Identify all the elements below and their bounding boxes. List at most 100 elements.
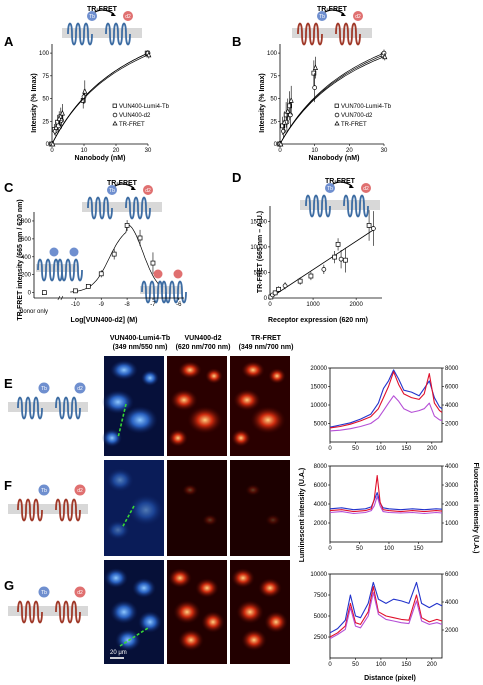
data-point bbox=[281, 118, 287, 125]
x-tick-label: 100 bbox=[376, 662, 387, 668]
svg-text:Tb: Tb bbox=[89, 14, 95, 20]
svg-text:d2: d2 bbox=[363, 186, 369, 192]
data-point bbox=[343, 257, 348, 263]
svg-text:VUN700-Lumi4-Tb: VUN700-Lumi4-Tb bbox=[341, 104, 392, 110]
data-point bbox=[312, 64, 319, 70]
profile-line-red bbox=[329, 586, 443, 638]
data-point bbox=[73, 288, 78, 294]
x-tick-label: -10 bbox=[71, 302, 80, 308]
chart-c: 0 200 400 600 800 -10 -9 -8 -7 -6 bbox=[21, 212, 184, 308]
x-tick-label: 150 bbox=[413, 546, 424, 552]
x-tick-label: -7 bbox=[150, 302, 156, 308]
tb-circle bbox=[87, 11, 97, 21]
svg-text:Tb: Tb bbox=[109, 188, 115, 194]
x-tick-label: 200 bbox=[427, 446, 438, 452]
y-tick-label: 5000 bbox=[314, 422, 328, 428]
y2-tick-label: 2000 bbox=[445, 628, 459, 634]
fit-curve bbox=[70, 224, 159, 293]
data-point bbox=[312, 85, 318, 90]
y-tick-label: 50 bbox=[42, 97, 49, 103]
svg-text:Tb: Tb bbox=[41, 488, 47, 494]
x-tick-label: 20 bbox=[346, 148, 353, 154]
y-tick-label: 75 bbox=[270, 74, 277, 80]
plot-frame bbox=[329, 367, 443, 443]
d2-circle bbox=[353, 11, 363, 21]
line-profile bbox=[117, 403, 127, 439]
panel-label-d: D bbox=[232, 170, 241, 185]
y2-tick-label: 6000 bbox=[445, 572, 459, 578]
x-tick-label: -6 bbox=[176, 302, 182, 308]
x-tick-label: 1000 bbox=[306, 302, 320, 308]
donor-only-label: donor only bbox=[20, 309, 48, 315]
data-point bbox=[276, 286, 281, 292]
axis-break bbox=[57, 295, 61, 301]
fit-curve bbox=[51, 52, 149, 145]
y-tick-label: 100 bbox=[267, 51, 278, 57]
y-tick-label: 800 bbox=[21, 219, 32, 225]
data-point bbox=[381, 50, 387, 56]
profile-line-blue bbox=[329, 492, 443, 511]
y-tick-label: 25 bbox=[270, 119, 277, 125]
panel-label-b: B bbox=[232, 34, 241, 49]
legend-a: VUN400-Lumi4-Tb VUN400-d2 TR-FRET bbox=[112, 103, 170, 128]
tb-circle bbox=[317, 11, 327, 21]
y-tick-label: 10000 bbox=[310, 572, 327, 578]
x-tick-label: 200 bbox=[427, 662, 438, 668]
data-point bbox=[111, 251, 117, 257]
y-tick-label: 15000 bbox=[310, 385, 327, 391]
micro-row-g: 20 μm bbox=[104, 560, 290, 664]
y2-tick-label: 6000 bbox=[445, 385, 459, 391]
x-tick-label: 2000 bbox=[349, 302, 363, 308]
x-tick-label: -9 bbox=[99, 302, 105, 308]
svg-text:d2: d2 bbox=[77, 488, 83, 494]
data-point bbox=[272, 290, 278, 296]
data-point bbox=[146, 51, 152, 58]
x-tick-label: 0 bbox=[268, 302, 272, 308]
profile-line-blue bbox=[329, 369, 443, 428]
y-tick-label: 50 bbox=[270, 97, 277, 103]
data-point bbox=[366, 223, 372, 228]
chart-f: 2000 4000 6000 8000 1000 2000 3000 4000 0 50 100 15… bbox=[314, 464, 459, 552]
fit-line bbox=[269, 228, 376, 299]
svg-text:d2: d2 bbox=[355, 14, 361, 20]
y-tick-label: 15000 bbox=[250, 219, 267, 225]
y-tick-label: 4000 bbox=[314, 502, 328, 508]
cartoon-c-right bbox=[140, 269, 187, 304]
y-tick-label: 100 bbox=[39, 51, 50, 57]
svg-text:VUN400-Lumi4-Tb: VUN400-Lumi4-Tb bbox=[119, 104, 170, 110]
svg-text:d2: d2 bbox=[125, 14, 131, 20]
profile-line-red bbox=[329, 474, 443, 513]
panel-label-f: F bbox=[4, 478, 12, 493]
x-tick-label: 0 bbox=[278, 148, 282, 154]
data-point bbox=[282, 283, 288, 289]
data-point bbox=[82, 88, 88, 94]
x-tick-label: 150 bbox=[401, 662, 412, 668]
legend-b: VUN700-Lumi4-Tb VUN700-d2 TR-FRET bbox=[334, 103, 392, 128]
donor-only-point bbox=[41, 290, 47, 295]
x-tick-label: 0 bbox=[328, 546, 332, 552]
xlabel-distance: Distance (pixel) bbox=[364, 675, 416, 682]
svg-text:TR-FRET: TR-FRET bbox=[119, 122, 145, 128]
data-point bbox=[124, 223, 130, 228]
profile-line-blue bbox=[329, 581, 443, 634]
fit-curve bbox=[51, 54, 149, 145]
svg-text:TR-FRET: TR-FRET bbox=[341, 122, 367, 128]
data-point bbox=[53, 124, 59, 130]
axis-break bbox=[60, 295, 64, 301]
micro-header-tb: VUN400-Lumi4-Tb bbox=[110, 335, 170, 342]
x-tick-label: 0 bbox=[50, 148, 54, 154]
y-tick-label: 7500 bbox=[314, 593, 328, 599]
y2-tick-label: 4000 bbox=[445, 403, 459, 409]
y-tick-label: 200 bbox=[21, 273, 32, 279]
profile-line-red bbox=[329, 371, 443, 429]
data-point bbox=[281, 128, 286, 134]
ylabel-d: TR-FRET (665 nm – A.U.) bbox=[257, 211, 264, 293]
data-point bbox=[321, 267, 327, 272]
micro-header-tb-wl: (349 nm/550 nm) bbox=[113, 344, 168, 351]
line-profile bbox=[121, 505, 135, 529]
svg-text:d2: d2 bbox=[77, 386, 83, 392]
ylabel-c: TR-FRET intensity (665 nm / 620 nm) bbox=[17, 199, 24, 320]
data-point bbox=[338, 256, 344, 262]
data-point bbox=[98, 271, 104, 277]
x-tick-label: 50 bbox=[352, 446, 359, 452]
